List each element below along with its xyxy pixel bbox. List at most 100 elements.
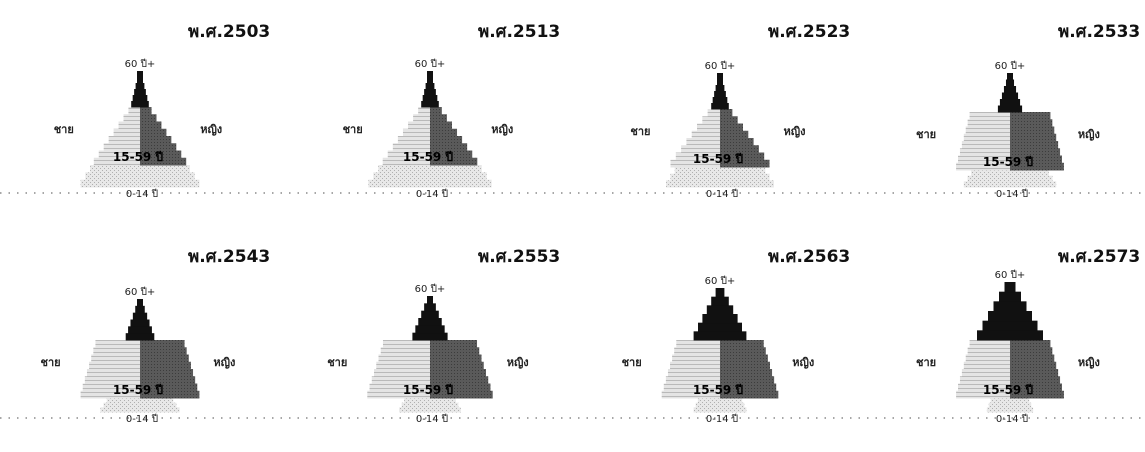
working-male-step	[84, 376, 140, 384]
label-female: หญิง	[213, 356, 235, 369]
age-label-old: 60 ปี+	[995, 60, 1026, 72]
working-female-step	[430, 121, 452, 130]
old-step	[1005, 79, 1015, 87]
young-female-step	[140, 165, 190, 173]
working-male-step	[371, 376, 430, 384]
age-label-young: 0-14 ปี	[996, 188, 1028, 200]
working-female-step	[140, 383, 198, 392]
working-female-step	[1010, 112, 1051, 120]
age-label-old: 60 ปี+	[125, 286, 156, 298]
old-step	[715, 288, 725, 298]
working-male-step	[969, 112, 1010, 120]
working-male-step	[956, 390, 1010, 399]
working-female-step	[720, 152, 765, 161]
age-label-old: 60 ปี+	[705, 275, 736, 287]
working-male-step	[963, 133, 1010, 142]
working-male-step	[969, 340, 1010, 348]
young-male-step	[986, 407, 1010, 413]
working-male-step	[93, 347, 140, 355]
working-male-step	[958, 155, 1010, 164]
working-female-step	[430, 143, 468, 151]
pyramid-title: พ.ศ.2523	[768, 22, 850, 42]
working-female-step	[720, 390, 779, 399]
working-male-step	[103, 143, 140, 151]
pyramid-6: 60 ปี+ 15-59 ปี 0-14 ปี ชาย หญิง พ.ศ.2553	[327, 247, 560, 425]
young-female-step	[1010, 402, 1032, 408]
young-female-step	[1010, 175, 1053, 182]
old-step	[711, 296, 729, 306]
working-female-step	[140, 157, 187, 166]
working-male-step	[369, 383, 430, 392]
young-male-step	[666, 180, 720, 188]
young-female-step	[1010, 407, 1034, 413]
working-male-step	[98, 150, 140, 159]
young-female-step	[430, 407, 461, 413]
working-male-step	[697, 123, 720, 132]
old-step	[424, 89, 436, 96]
working-female-step	[720, 347, 766, 355]
working-male-step	[667, 369, 720, 377]
young-female-step	[430, 398, 456, 404]
working-male-step	[670, 361, 720, 370]
working-male-step	[963, 361, 1010, 370]
young-male-step	[404, 398, 430, 404]
working-male-step	[95, 340, 140, 348]
working-male-step	[663, 383, 720, 392]
working-female-step	[720, 376, 775, 384]
label-male: ชาย	[343, 123, 363, 136]
young-female-step	[430, 165, 482, 173]
pyramid-8: 60 ปี+ 15-59 ปี 0-14 ปี ชาย หญิง พ.ศ.2573	[916, 247, 1140, 425]
old-step	[1004, 282, 1016, 293]
old-step	[134, 89, 146, 96]
young-female-step	[1010, 398, 1030, 404]
young-male-step	[988, 402, 1010, 408]
old-step	[993, 301, 1027, 312]
working-male-step	[707, 109, 720, 117]
pyramid-title: พ.ศ.2543	[188, 247, 270, 267]
young-male-step	[368, 179, 430, 188]
old-step	[130, 319, 150, 327]
young-male-step	[106, 398, 140, 404]
label-male: ชาย	[916, 128, 936, 141]
old-step	[1001, 92, 1019, 100]
label-male: ชาย	[622, 356, 642, 369]
young-male-step	[990, 398, 1010, 404]
age-label-young: 0-14 ปี	[416, 413, 448, 425]
working-female-step	[430, 114, 447, 122]
working-male-step	[674, 347, 720, 355]
old-step	[424, 303, 436, 312]
age-label-young: 0-14 ปี	[416, 188, 448, 200]
working-female-step	[720, 159, 770, 168]
young-female-step	[720, 180, 774, 188]
working-female-step	[720, 138, 754, 146]
working-male-step	[387, 150, 430, 159]
working-female-step	[140, 340, 185, 348]
working-female-step	[430, 150, 473, 159]
working-female-step	[1010, 354, 1055, 363]
pyramid-1: 60 ปี+ 15-59 ปี 0-14 ปี ชาย หญิง พ.ศ.2503	[54, 22, 271, 200]
old-step	[137, 77, 143, 84]
old-step	[415, 325, 445, 334]
label-female: หญิง	[507, 356, 529, 369]
young-female-step	[140, 172, 195, 181]
working-male-step	[965, 126, 1010, 135]
old-step	[421, 101, 439, 108]
working-male-step	[661, 390, 720, 399]
working-male-step	[86, 369, 140, 377]
working-female-step	[140, 107, 152, 115]
working-male-step	[113, 128, 140, 137]
working-male-step	[675, 152, 720, 161]
working-male-step	[956, 162, 1010, 171]
old-step	[421, 310, 439, 319]
pyramid-title: พ.ศ.2563	[768, 247, 850, 267]
old-step	[698, 322, 742, 332]
working-female-step	[140, 136, 172, 144]
working-female-step	[140, 376, 196, 384]
old-step	[132, 95, 148, 102]
working-female-step	[140, 390, 200, 399]
working-female-step	[720, 130, 749, 139]
young-male-step	[85, 172, 140, 181]
age-label-working: 15-59 ปี	[693, 152, 744, 166]
young-female-step	[140, 398, 174, 404]
old-step	[988, 311, 1032, 322]
